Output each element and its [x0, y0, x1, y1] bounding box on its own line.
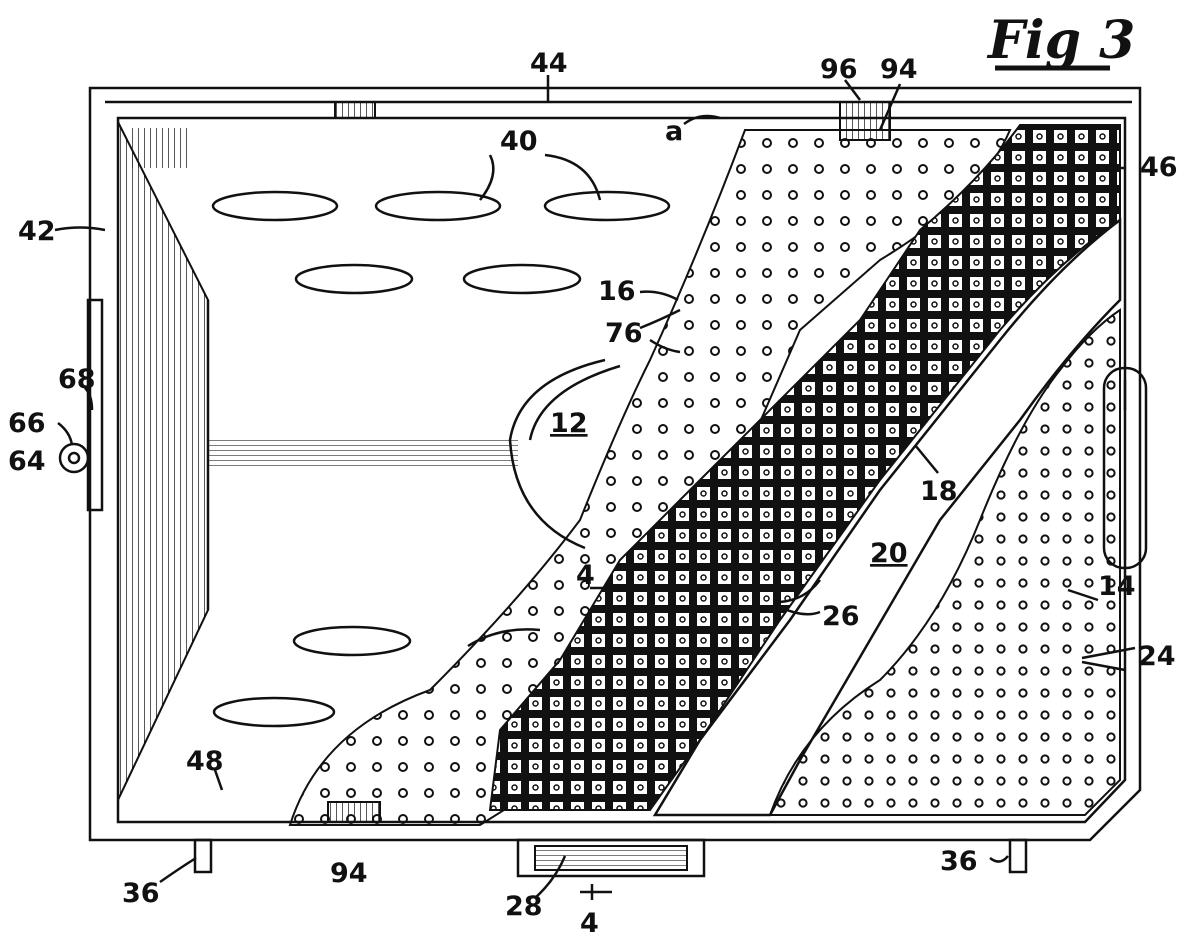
- ref-76: 76: [605, 318, 643, 349]
- ref-4-bottom: 4: [580, 908, 599, 939]
- ref-18: 18: [920, 476, 958, 507]
- grid-layer-26: [488, 124, 1121, 811]
- ref-24: 24: [1138, 641, 1176, 672]
- perforated-layer-14: [768, 308, 1121, 816]
- ref-46: 46: [1140, 152, 1178, 183]
- leader-lines: [54, 75, 1136, 899]
- perforated-layer-16: [288, 129, 1012, 826]
- left-latch: [58, 298, 104, 512]
- ref-36-left: 36: [122, 878, 160, 909]
- ref-66: 66: [8, 408, 46, 439]
- figure-title: Fig 3: [986, 10, 1135, 71]
- left-end-panel: [117, 121, 210, 801]
- top-tabs: [334, 101, 891, 141]
- ref-26: 26: [822, 601, 860, 632]
- ref-4-left: 4: [576, 560, 595, 591]
- ref-20: 20: [870, 538, 908, 569]
- ref-42: 42: [18, 216, 56, 247]
- ref-14: 14: [1098, 571, 1136, 602]
- ref-12: 12: [550, 408, 588, 439]
- ref-40: 40: [500, 126, 538, 157]
- ref-96: 96: [820, 54, 858, 85]
- drain-fitting: [516, 838, 706, 878]
- ref-68: 68: [58, 364, 96, 395]
- horizontal-hatch: [130, 128, 518, 468]
- ref-a: a: [665, 116, 683, 147]
- ref-28: 28: [505, 891, 543, 922]
- right-handle: [1102, 366, 1148, 570]
- bottom-tab: [327, 801, 381, 823]
- ref-36-right: 36: [940, 846, 978, 877]
- sphere: [508, 358, 621, 550]
- ref-16: 16: [598, 276, 636, 307]
- oval-openings: [211, 190, 671, 728]
- ref-44: 44: [530, 48, 568, 79]
- ref-94-bottom: 94: [330, 858, 368, 889]
- ref-48: 48: [186, 746, 224, 777]
- ref-94-top: 94: [880, 54, 918, 85]
- legs: [193, 838, 1028, 874]
- sheet-layer-20: [652, 217, 1122, 817]
- ref-64: 64: [8, 446, 46, 477]
